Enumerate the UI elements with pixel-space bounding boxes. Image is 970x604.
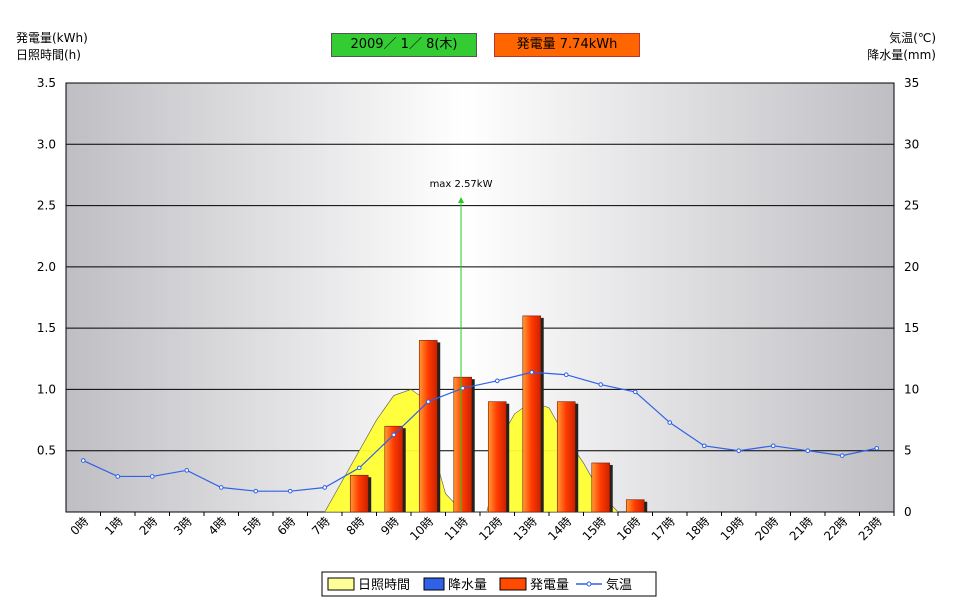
x-tick-label: 14時 — [545, 514, 574, 543]
x-tick-label: 19時 — [718, 514, 747, 543]
x-tick-label: 23時 — [856, 514, 885, 543]
legend-label-rain: 降水量 — [448, 578, 487, 593]
temperature-line — [82, 371, 877, 492]
generation-bar — [384, 425, 404, 513]
legend-label-sunshine: 日照時間 — [358, 578, 410, 593]
temperature-point — [667, 420, 673, 425]
temperature-point — [874, 445, 880, 451]
legend-swatch-generation — [499, 577, 527, 591]
left-tick-label: 3.5 — [37, 76, 56, 90]
x-tick-label: 9時 — [378, 514, 402, 538]
temperature-point — [839, 453, 845, 458]
left-tick-label: 2.0 — [37, 260, 56, 274]
x-tick-label: 6時 — [275, 514, 299, 538]
temperature-point — [425, 399, 431, 404]
left-tick-label: 1.5 — [37, 321, 56, 335]
plot-area-background — [65, 82, 895, 513]
x-tick-label: 3時 — [171, 514, 195, 538]
right-tick-label: 10 — [904, 382, 919, 396]
temperature-point — [253, 488, 259, 494]
x-tick-label: 20時 — [752, 514, 781, 543]
generation-bar — [453, 376, 473, 513]
temperature-point — [218, 485, 224, 490]
left-tick-label: 1.0 — [37, 382, 56, 396]
legend-label-generation: 発電量 — [530, 578, 569, 593]
x-tick-label: 17時 — [649, 514, 678, 543]
temperature-point — [391, 432, 397, 438]
right-tick-label: 35 — [904, 76, 919, 90]
temperature-point — [322, 485, 328, 490]
right-tick-label: 15 — [904, 321, 919, 335]
x-tick-label: 4時 — [206, 514, 230, 538]
x-tick-label: 1時 — [102, 514, 126, 538]
temperature-point — [736, 448, 742, 454]
temperature-point — [356, 465, 362, 471]
generation-summary-box: 発電量 7.74kWh — [494, 33, 640, 57]
x-tick-label: 5時 — [240, 514, 264, 538]
legend-swatch-rain — [423, 577, 445, 591]
temperature-point — [287, 488, 293, 494]
left-tick-label: 3.0 — [37, 137, 56, 151]
x-tick-label: 0時 — [68, 514, 92, 538]
temperature-point — [494, 378, 500, 384]
temperature-point — [805, 448, 811, 454]
left-tick-label: 0.5 — [37, 444, 56, 458]
date-box: 2009／ 1／ 8(木) — [331, 33, 477, 57]
temperature-point — [701, 443, 707, 449]
x-tick-label: 10時 — [407, 514, 436, 543]
generation-bar — [349, 474, 369, 513]
right-tick-label: 30 — [904, 137, 919, 151]
generation-bar — [522, 315, 542, 513]
generation-bar — [591, 462, 611, 513]
x-tick-label: 21時 — [787, 514, 816, 543]
right-tick-label: 20 — [904, 260, 919, 274]
max-annotation-label: max 2.57kW — [430, 179, 493, 190]
generation-bar — [625, 499, 645, 513]
legend-temperature-marker — [586, 581, 592, 587]
x-tick-label: 2時 — [137, 514, 161, 538]
right-axis-title-line-1: 気温(℃) — [889, 31, 936, 45]
left-axis-title-line-2: 日照時間(h) — [16, 48, 81, 62]
temperature-point — [563, 372, 569, 378]
x-tick-label: 22時 — [821, 514, 850, 543]
left-tick-label: 2.5 — [37, 199, 56, 213]
temperature-point — [184, 468, 190, 473]
x-tick-label: 13時 — [511, 514, 540, 543]
max-marker-arrow — [458, 196, 465, 203]
x-tick-label: 11時 — [442, 514, 471, 543]
x-tick-label: 8時 — [344, 514, 368, 538]
left-axis-title-line-1: 発電量(kWh) — [16, 31, 88, 45]
legend: 日照時間 降水量 発電量 気温 — [321, 571, 657, 597]
legend-label-temperature: 気温 — [606, 577, 632, 593]
temperature-point — [770, 443, 776, 449]
right-tick-label: 25 — [904, 199, 919, 213]
generation-bar — [487, 401, 507, 513]
right-tick-label: 0 — [904, 505, 912, 519]
legend-swatch-sunshine — [327, 577, 355, 591]
temperature-point — [529, 369, 535, 375]
generation-bar — [418, 340, 438, 513]
x-tick-label: 18時 — [683, 514, 712, 543]
temperature-point — [149, 474, 155, 479]
right-axis-title-line-2: 降水量(mm) — [867, 48, 936, 62]
right-axis-title: 気温(℃) 降水量(mm) — [867, 30, 936, 64]
x-tick-label: 7時 — [309, 514, 333, 538]
generation-bar — [556, 401, 576, 513]
x-tick-label: 16時 — [614, 514, 643, 543]
right-tick-label: 5 — [904, 444, 912, 458]
temperature-point — [598, 382, 604, 387]
temperature-point — [115, 474, 121, 479]
left-axis-title: 発電量(kWh) 日照時間(h) — [16, 30, 88, 64]
temperature-point — [80, 458, 86, 463]
x-tick-label: 15時 — [580, 514, 609, 543]
temperature-point — [632, 389, 638, 395]
x-tick-label: 12時 — [476, 514, 505, 543]
